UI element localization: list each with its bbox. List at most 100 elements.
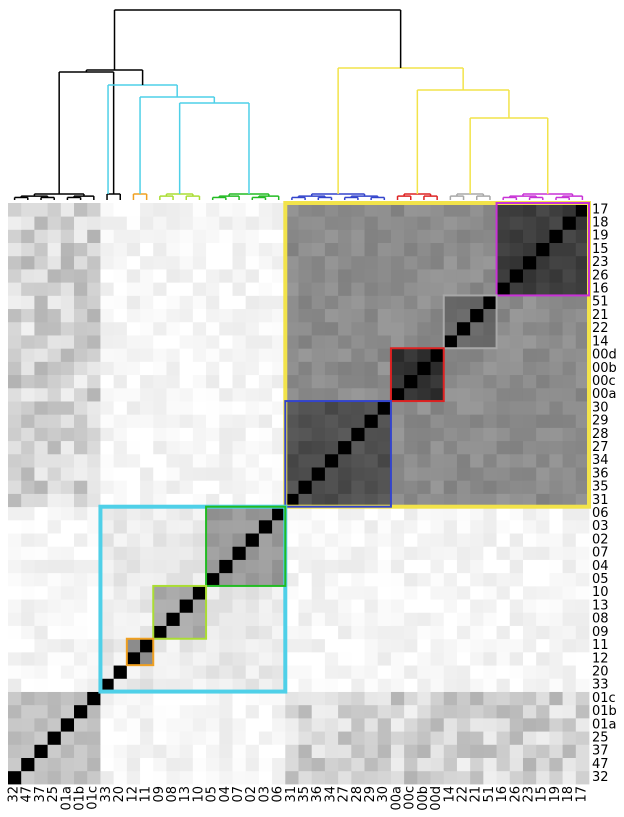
cell-04-04 xyxy=(219,559,233,574)
cell-47-35 xyxy=(298,757,313,772)
cell-01b-29 xyxy=(364,704,379,719)
cell-05-35 xyxy=(298,572,313,587)
cell-29-33 xyxy=(100,414,115,428)
cell-05-33 xyxy=(100,572,115,587)
cell-05-26 xyxy=(509,572,524,587)
cell-12-18 xyxy=(562,651,577,666)
cell-19-22 xyxy=(456,229,471,244)
cell-14-20 xyxy=(113,335,128,349)
cell-00a-34 xyxy=(324,387,339,402)
cell-06-05 xyxy=(206,506,220,521)
cell-34-19 xyxy=(549,453,563,468)
cell-51-13 xyxy=(179,295,194,310)
cell-28-00b xyxy=(417,427,431,442)
cell-14-00b xyxy=(417,335,431,349)
cell-31-00b xyxy=(417,493,431,508)
cell-02-00c xyxy=(404,533,418,547)
cell-00d-27 xyxy=(338,348,352,362)
cell-12-35 xyxy=(298,651,313,666)
cell-06-17 xyxy=(575,506,590,521)
cell-00b-06 xyxy=(272,361,286,376)
cell-23-14 xyxy=(443,255,458,270)
cell-19-29 xyxy=(364,229,379,244)
cell-51-02 xyxy=(245,295,260,310)
cell-20-17 xyxy=(575,665,590,679)
cell-13-34 xyxy=(324,599,339,613)
cell-22-08 xyxy=(166,321,181,336)
cell-26-00b xyxy=(417,269,431,283)
column-label: 28 xyxy=(350,786,365,803)
dendrogram xyxy=(13,9,584,200)
cell-36-47 xyxy=(21,467,35,481)
cell-51-01b xyxy=(74,295,88,310)
cell-12-13 xyxy=(179,651,194,666)
cell-47-11 xyxy=(140,757,154,772)
cell-13-51 xyxy=(483,599,497,613)
cell-17-10 xyxy=(192,203,207,217)
cell-19-17 xyxy=(575,229,590,244)
cell-26-18 xyxy=(562,269,577,283)
cell-34-01b xyxy=(74,453,88,468)
cell-51-10 xyxy=(192,295,207,310)
cell-25-21 xyxy=(470,731,484,745)
cell-07-30 xyxy=(377,546,392,560)
cell-05-36 xyxy=(311,572,326,587)
cell-08-01c xyxy=(87,612,101,626)
cell-00a-29 xyxy=(364,387,379,402)
cell-00a-00b xyxy=(417,387,431,402)
cluster-box-4 xyxy=(284,400,392,508)
cell-00c-22 xyxy=(456,374,471,389)
cell-11-31 xyxy=(285,638,299,653)
cell-00d-31 xyxy=(285,348,299,362)
cell-00c-28 xyxy=(351,374,365,389)
cell-34-07 xyxy=(232,453,247,468)
cell-13-00b xyxy=(417,599,431,613)
cell-29-31 xyxy=(285,414,299,428)
cell-23-26 xyxy=(509,255,524,270)
cell-05-12 xyxy=(126,572,141,587)
cell-09-11 xyxy=(140,625,154,640)
cell-02-04 xyxy=(219,533,233,547)
cell-35-30 xyxy=(377,480,392,494)
cell-10-15 xyxy=(536,585,550,600)
cell-37-29 xyxy=(364,744,379,758)
cell-14-16 xyxy=(496,335,511,349)
cell-33-07 xyxy=(232,678,247,692)
cell-00c-14 xyxy=(443,374,458,389)
cell-26-29 xyxy=(364,269,379,283)
cell-30-31 xyxy=(285,401,299,415)
cell-29-00b xyxy=(417,414,431,428)
cell-25-13 xyxy=(179,731,194,745)
cell-35-12 xyxy=(126,480,141,494)
cell-23-34 xyxy=(324,255,339,270)
cell-06-31 xyxy=(285,506,299,521)
cell-00c-27 xyxy=(338,374,352,389)
cell-27-00d xyxy=(430,440,445,455)
cell-08-23 xyxy=(522,612,537,626)
cell-28-00c xyxy=(404,427,418,442)
cell-31-29 xyxy=(364,493,379,508)
cell-25-10 xyxy=(192,731,207,745)
cell-33-03 xyxy=(258,678,273,692)
cell-36-30 xyxy=(377,467,392,481)
cell-04-00c xyxy=(404,559,418,574)
cell-00d-20 xyxy=(113,348,128,362)
cell-13-05 xyxy=(206,599,220,613)
cell-35-15 xyxy=(536,480,550,494)
cell-09-07 xyxy=(232,625,247,640)
cell-08-17 xyxy=(575,612,590,626)
cell-31-07 xyxy=(232,493,247,508)
cell-00b-18 xyxy=(562,361,577,376)
cell-47-31 xyxy=(285,757,299,772)
cell-01b-00b xyxy=(417,704,431,719)
cell-25-15 xyxy=(536,731,550,745)
cell-30-25 xyxy=(47,401,62,415)
cell-05-21 xyxy=(470,572,484,587)
cell-02-17 xyxy=(575,533,590,547)
cluster-box-5 xyxy=(98,504,288,694)
cell-04-13 xyxy=(179,559,194,574)
cell-34-05 xyxy=(206,453,220,468)
cell-22-11 xyxy=(140,321,154,336)
cell-13-23 xyxy=(522,599,537,613)
